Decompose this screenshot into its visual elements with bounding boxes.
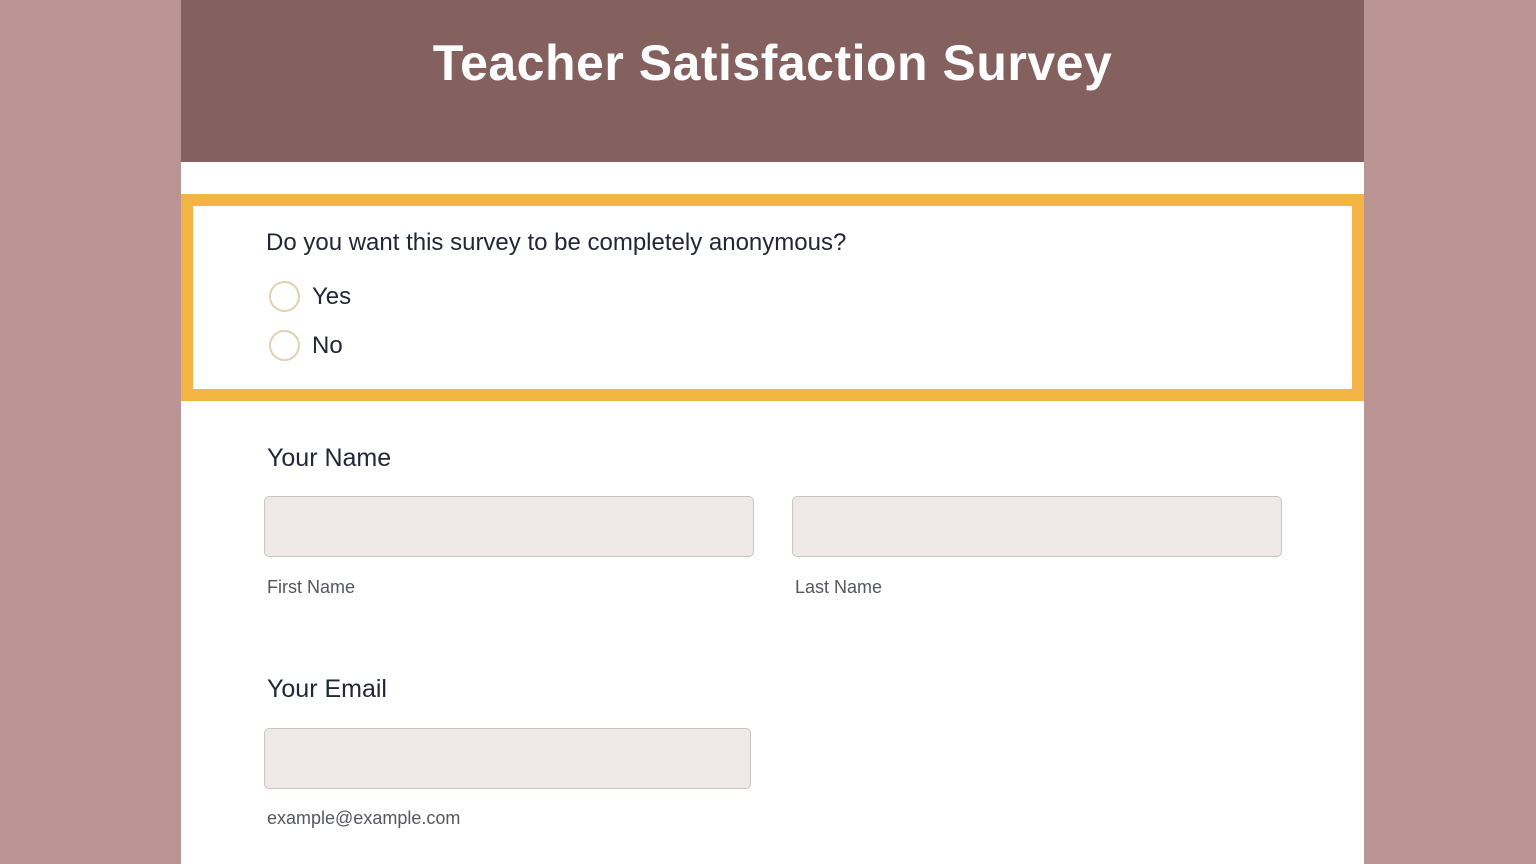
email-label: Your Email xyxy=(267,675,387,703)
radio-circle-icon[interactable] xyxy=(269,330,300,361)
option-label: Yes xyxy=(312,282,352,310)
question-text: Do you want this survey to be completely… xyxy=(266,229,847,256)
last-name-input[interactable] xyxy=(792,496,1282,557)
anonymous-question: Do you want this survey to be completely… xyxy=(181,194,1364,401)
radio-circle-icon[interactable] xyxy=(269,281,300,312)
survey-form: Teacher Satisfaction Survey Do you want … xyxy=(181,0,1364,864)
last-name-sublabel: Last Name xyxy=(795,577,883,597)
first-name-sublabel: First Name xyxy=(267,577,356,597)
option-label: No xyxy=(312,331,343,359)
email-input[interactable] xyxy=(264,728,751,789)
email-sublabel: example@example.com xyxy=(267,808,461,828)
first-name-input[interactable] xyxy=(264,496,754,557)
name-label: Your Name xyxy=(267,444,392,472)
form-header: Teacher Satisfaction Survey xyxy=(181,0,1364,162)
radio-option-yes[interactable]: Yes xyxy=(269,281,351,312)
page-title: Teacher Satisfaction Survey xyxy=(432,35,1113,91)
radio-option-no[interactable]: No xyxy=(269,330,343,361)
